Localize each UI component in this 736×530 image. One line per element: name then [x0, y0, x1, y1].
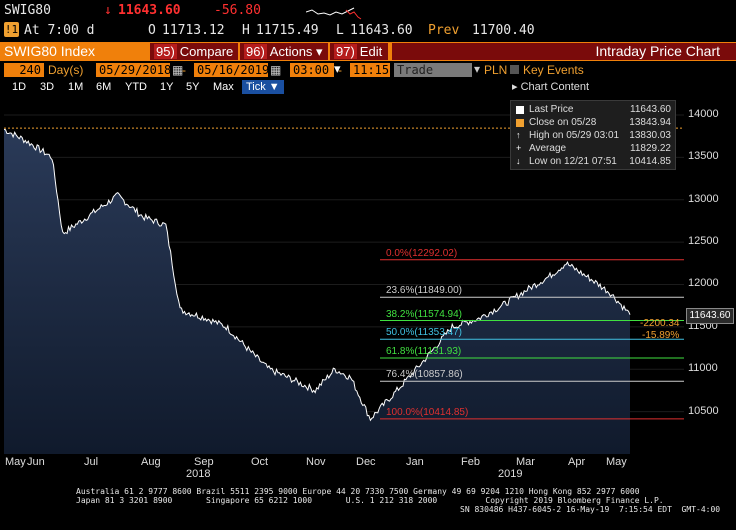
y-tick-label: 13000 [688, 192, 719, 205]
x-tick-label: Apr [568, 456, 586, 468]
compare-button[interactable]: 95) Compare [150, 43, 238, 60]
chevron-down-icon[interactable]: ▾ [474, 62, 481, 76]
start-date-input[interactable]: 05/29/2018 [96, 63, 171, 77]
calendar-icon[interactable]: ▦ [172, 63, 184, 77]
x-tick-label: May [606, 456, 627, 468]
actions-button[interactable]: 96) Actions ▾ [240, 43, 328, 60]
y-tick-label: 12000 [688, 277, 719, 290]
price-change: -56.80 [214, 3, 261, 18]
timestamp: At 7:00 d [24, 23, 95, 38]
fibonacci-levels [380, 259, 684, 420]
price-area [4, 129, 630, 454]
x-tick-label: Mar [516, 456, 535, 468]
legend-last-price: Last Price 11643.60 [513, 104, 673, 116]
key-events-label: Key Events [523, 63, 584, 77]
edit-number: 97) [334, 44, 357, 59]
security-name[interactable]: SWIG80 Index [4, 43, 96, 59]
news-icon[interactable]: !1 [4, 22, 19, 37]
price-chart[interactable] [4, 98, 684, 454]
y-axis: 14000 13500 13000 12500 12000 11500 11000 10500 [684, 98, 736, 454]
footer-line-3: SN 830486 H437-6045-2 16-May-19 7:15:54 … [460, 505, 721, 514]
x-tick-label: May [5, 456, 26, 468]
ticker[interactable]: SWIG80 [4, 3, 51, 18]
x-tick-label: Dec [356, 456, 376, 468]
open-value: 11713.12 [162, 23, 225, 38]
legend-low: ↓ Low on 12/21 07:51 10414.85 [516, 156, 671, 167]
compare-label: Compare [179, 44, 234, 59]
footer-line-1: Australia 61 2 9777 8600 Brazil 5511 239… [76, 487, 640, 496]
currency[interactable]: PLN [484, 63, 508, 77]
x-tick-label: Jun [27, 456, 45, 468]
footer-line-2: Japan 81 3 3201 8900 Singapore 65 6212 1… [76, 496, 664, 505]
x-tick-label: Oct [251, 456, 269, 468]
period-tick[interactable]: Tick ▼ [242, 80, 284, 94]
chart-content-button[interactable]: ▸ Chart Content [512, 80, 589, 94]
chevron-down-icon: ▾ [334, 61, 341, 76]
open-label: O [148, 23, 156, 38]
chevron-down-icon: ▾ [312, 44, 323, 59]
y-tick-label: 13500 [688, 150, 719, 163]
edit-label: Edit [359, 44, 383, 59]
end-date-input[interactable]: 05/16/2019 [194, 63, 269, 77]
legend-average: + Average 11829.22 [516, 143, 671, 154]
high-label: H [242, 23, 250, 38]
x-tick-label: Aug [141, 456, 161, 468]
quote-details: !1 At 7:00 d O 11713.12 H 11715.49 L 116… [0, 22, 736, 40]
low-value: 11643.60 [350, 23, 413, 38]
quote-header: SWIG80 ↓ 11643.60 -56.80 [0, 0, 736, 22]
period-1d[interactable]: 1D [12, 81, 27, 93]
period-max[interactable]: Max [213, 81, 234, 93]
calendar-icon[interactable]: ▦ [270, 63, 282, 77]
x-tick-label: Jan [406, 456, 424, 468]
pct-label: -15.89% [642, 330, 680, 341]
page-title: Intraday Price Chart [392, 43, 736, 60]
chart-params: 240 Day(s) 05/29/2018 ▦ - 05/16/2019 ▦ 0… [0, 62, 736, 78]
low-label: L [336, 23, 344, 38]
y-tick-label: 14000 [688, 107, 719, 120]
x-tick-label: Sep [194, 456, 214, 468]
x-tick-label: Nov [306, 456, 326, 468]
type-select[interactable]: Trade [394, 63, 472, 77]
down-arrow-icon: ↓ [104, 3, 112, 18]
period-1y[interactable]: 1Y [160, 81, 174, 93]
prev-label: Prev [428, 23, 460, 38]
bars-input[interactable]: 240 [4, 63, 44, 77]
y-tick-label: 11000 [688, 362, 718, 375]
compare-number: 95) [154, 44, 177, 59]
actions-label: Actions [269, 44, 313, 59]
x-axis: May Jun Jul Aug Sep Oct Nov Dec Jan Feb Mar Apr May 2… [0, 456, 736, 482]
x-year-label: 2018 [186, 468, 211, 480]
sparkline-icon [306, 7, 362, 20]
actions-number: 96) [244, 44, 267, 59]
period-3d[interactable]: 3D [40, 81, 55, 93]
price-line [4, 128, 631, 422]
expand-icon: ▸ [512, 81, 521, 93]
footer: Australia 61 2 9777 8600 Brazil 5511 239… [0, 484, 736, 530]
y-tick-label: 10500 [688, 404, 719, 417]
last-price: 11643.60 [118, 3, 181, 18]
high-value: 11715.49 [256, 23, 319, 38]
end-time-input[interactable]: 11:15 [350, 63, 390, 77]
period-6m[interactable]: 6M [96, 81, 112, 93]
x-tick-label: Jul [84, 456, 99, 468]
bars-unit: Day(s) [48, 63, 84, 77]
period-ytd[interactable]: YTD [125, 81, 147, 93]
y-tick-label: 12500 [688, 235, 719, 248]
x-tick-label: Feb [461, 456, 480, 468]
start-time-input[interactable]: 03:00 [290, 63, 334, 77]
toolbar: SWIG80 Index 95) Compare 96) Actions ▾ 97)… [0, 42, 736, 76]
chart-legend[interactable]: Last Price 11643.60 Close on 05/28 13843.9… [510, 100, 676, 170]
diff-label: -2200.34 [640, 318, 680, 329]
edit-button[interactable]: 97) Edit ▾ [330, 43, 388, 76]
period-tabs: 1D 3D 1M 6M YTD 1Y 5Y Max Tick ▼ ▸ Chart… [0, 79, 736, 95]
last-price-tag: 11643.60 [686, 308, 734, 324]
period-5y[interactable]: 5Y [186, 81, 200, 93]
legend-high: ↑ High on 05/29 03:01 13830.03 [516, 130, 671, 141]
legend-close: Close on 05/28 13843.94 [513, 117, 673, 129]
x-year-label: 2019 [498, 468, 523, 480]
chart-content-label: Chart Content [520, 81, 590, 93]
key-events-checkbox[interactable] [510, 65, 519, 74]
prev-value: 11700.40 [472, 23, 535, 38]
period-1m[interactable]: 1M [68, 81, 84, 93]
